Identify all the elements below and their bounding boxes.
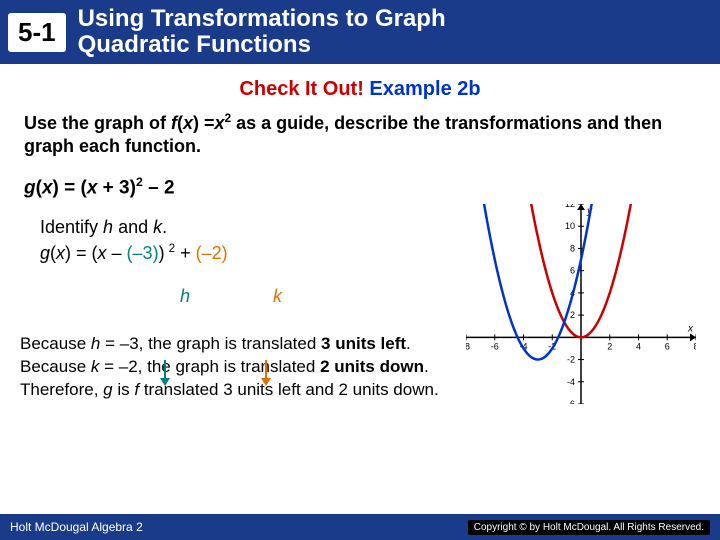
section-number: 5-1 — [8, 13, 66, 52]
subtitle-red: Check It Out! — [239, 78, 363, 100]
svg-text:-6: -6 — [491, 341, 499, 351]
header: 5-1 Using Transformations to Graph Quadr… — [0, 0, 720, 64]
arrow-h-icon — [164, 360, 166, 380]
title-line2: Quadratic Functions — [78, 31, 311, 58]
footer: Holt McDougal Algebra 2 Copyright © by H… — [0, 514, 720, 540]
svg-text:-4: -4 — [567, 377, 575, 387]
k-label: k — [273, 286, 282, 307]
k-value: (–2) — [196, 243, 228, 263]
function-g: g(x) = (x + 3)2 – 2 — [24, 175, 696, 199]
graph: -8-6-4-22468-6-4-224681012xy — [466, 204, 696, 404]
footer-left: Holt McDougal Algebra 2 — [10, 520, 143, 534]
header-title: Using Transformations to Graph Quadratic… — [78, 6, 446, 59]
svg-text:-8: -8 — [466, 341, 470, 351]
svg-text:8: 8 — [570, 243, 575, 253]
svg-text:-2: -2 — [567, 355, 575, 365]
h-label: h — [180, 286, 190, 307]
svg-text:8: 8 — [693, 341, 696, 351]
footer-copyright: Copyright © by Holt McDougal. All Rights… — [468, 520, 710, 535]
svg-text:10: 10 — [565, 221, 575, 231]
h-value: (–3) — [127, 243, 159, 263]
svg-text:2: 2 — [607, 341, 612, 351]
svg-text:-6: -6 — [567, 399, 575, 404]
title-line1: Using Transformations to Graph — [78, 5, 446, 32]
prompt: Use the graph of f(x) =x2 as a guide, de… — [24, 111, 696, 159]
svg-text:12: 12 — [565, 204, 575, 209]
arrow-k-icon — [265, 360, 267, 380]
svg-text:2: 2 — [570, 310, 575, 320]
svg-text:6: 6 — [570, 266, 575, 276]
svg-text:4: 4 — [636, 341, 641, 351]
subtitle-blue: Example 2b — [369, 78, 480, 100]
svg-text:6: 6 — [665, 341, 670, 351]
svg-text:x: x — [687, 323, 694, 334]
subtitle: Check It Out! Example 2b — [0, 78, 720, 101]
